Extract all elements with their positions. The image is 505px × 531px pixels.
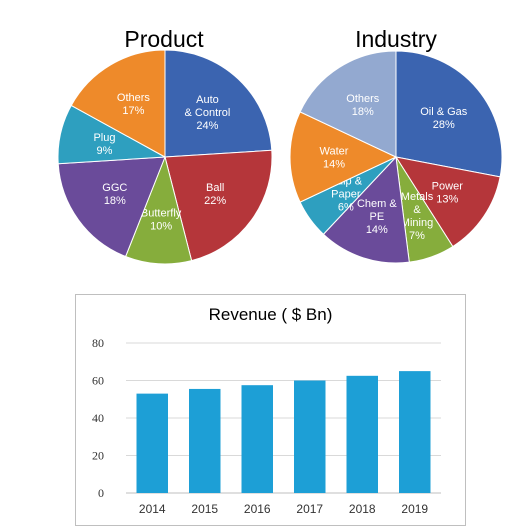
revenue-chart-title: Revenue ( $ Bn) — [208, 305, 333, 324]
industry-label-chem-pe: Chem & PE 14% — [357, 198, 397, 236]
product-label-ball: Ball 22% — [204, 182, 226, 207]
industry-slice-oil-gas — [395, 50, 503, 178]
revenue-bar-chart: 0 20 40 60 80 2014 2015 2016 2017 2018 2019 — [92, 336, 441, 516]
product-slice-ball — [164, 149, 273, 262]
x-tick-label: 2016 — [244, 502, 271, 516]
product-slice-others — [70, 49, 166, 158]
product-slice-ggc — [57, 156, 166, 258]
x-tick-label: 2014 — [139, 502, 166, 516]
product-pie-chart: Auto & Control 24% Ball 22% Butterfly 10% GGC 18… — [57, 49, 273, 265]
revenue-bar-2016 — [241, 385, 273, 493]
industry-slice-others — [299, 50, 397, 158]
industry-label-metals-mining: Metals & Mining 7% — [401, 191, 434, 242]
x-tick-label: 2017 — [296, 502, 323, 516]
industry-slice-chem-pe — [322, 155, 410, 264]
product-label-auto-control: Auto & Control 24% — [185, 94, 231, 132]
industry-label-oil-gas: Oil & Gas 28% — [420, 106, 468, 131]
industry-slice-power — [394, 156, 501, 248]
industry-label-others: Others 18% — [346, 93, 380, 118]
y-tick-label: 0 — [98, 486, 104, 500]
industry-label-power: Power 13% — [432, 180, 464, 205]
y-tick-label: 20 — [92, 449, 104, 463]
revenue-chart-frame: Revenue ( $ Bn) 0 20 40 60 80 2014 2015 2016 201… — [75, 294, 466, 526]
product-label-ggc: GGC 18% — [102, 182, 127, 207]
product-pie-title: Product — [124, 26, 204, 52]
y-tick-label: 60 — [92, 374, 104, 388]
industry-slice-water — [289, 111, 398, 203]
revenue-bar-2014 — [136, 393, 168, 493]
x-tick-label: 2015 — [191, 502, 218, 516]
y-tick-label: 40 — [92, 411, 104, 425]
industry-label-water: Water 14% — [320, 146, 349, 171]
revenue-bar-2019 — [399, 371, 431, 493]
product-label-plug: Plug 9% — [93, 132, 115, 157]
product-slice-auto-control — [164, 49, 273, 158]
y-tick-label: 80 — [92, 336, 104, 350]
industry-pie-chart: Oil & Gas 28% Power 13%Metals & Mining 7%Chem … — [289, 50, 503, 264]
revenue-bar-2018 — [346, 375, 378, 493]
revenue-bar-2017 — [294, 380, 326, 493]
product-label-butterfly: Butterfly 10% — [141, 207, 182, 232]
x-tick-label: 2019 — [401, 502, 428, 516]
revenue-bar-2015 — [189, 388, 221, 493]
x-tick-label: 2018 — [349, 502, 376, 516]
product-label-others: Others 17% — [117, 92, 151, 117]
industry-pie-title: Industry — [355, 26, 437, 52]
